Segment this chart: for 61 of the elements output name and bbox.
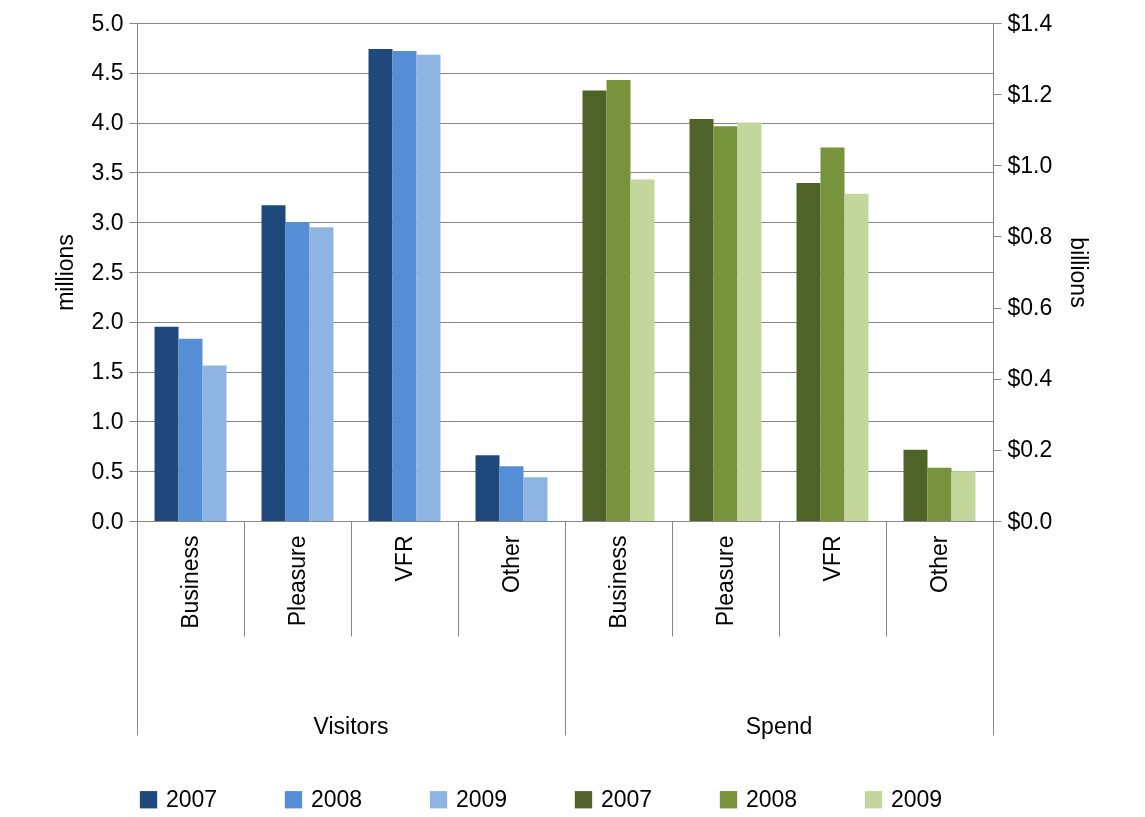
legend-label: 2007: [601, 785, 653, 812]
x-tick-label: Business: [177, 535, 203, 629]
legend-label: 2008: [746, 785, 798, 812]
y-tick-label: 2.5: [91, 258, 124, 285]
text: Spend: [745, 713, 813, 739]
bar: [927, 467, 952, 521]
bar: [820, 147, 845, 521]
text: Visitors: [313, 713, 389, 739]
y2-tick-label: $0.6: [1007, 294, 1053, 321]
x-tick-label: Other: [498, 535, 524, 594]
y2-axis-title: billions: [1066, 237, 1093, 308]
bar: [285, 222, 310, 521]
x-tick-label: Pleasure: [284, 535, 310, 627]
legend-label: 2009: [456, 785, 508, 812]
bar: [689, 119, 714, 521]
y-tick-label: 0.0: [91, 507, 124, 534]
bar: [499, 466, 524, 521]
bar: [606, 79, 631, 521]
bar: [202, 365, 227, 521]
bar: [713, 126, 738, 521]
bar: [178, 338, 203, 521]
bar: [154, 326, 179, 521]
y2-tick-label: $1.0: [1007, 151, 1053, 178]
y-tick-label: 5.0: [91, 9, 124, 36]
bar: [416, 54, 441, 521]
bar: [951, 471, 976, 521]
y-tick-label: 4.0: [91, 109, 124, 136]
bar: [475, 455, 500, 521]
bar: [309, 227, 334, 521]
x-tick-label: Other: [926, 535, 952, 594]
x-tick-label: VFR: [391, 535, 417, 582]
bar: [796, 183, 821, 521]
y2-tick-label: $0.2: [1007, 436, 1053, 463]
bar: [523, 477, 548, 521]
y2-tick-label: $0.4: [1007, 365, 1053, 392]
x-tick-label: Pleasure: [712, 535, 738, 627]
y2-tick-label: $0.0: [1007, 507, 1053, 534]
legend-label: 2007: [166, 785, 218, 812]
bar: [903, 449, 928, 521]
bar: [582, 90, 607, 521]
y-axis-title: millions: [51, 234, 78, 311]
y2-tick-label: $1.2: [1007, 80, 1053, 107]
legend-label: 2009: [891, 785, 943, 812]
y2-tick-label: $0.8: [1007, 222, 1053, 249]
x-tick-label: VFR: [819, 535, 845, 582]
x-tick-label: Business: [605, 535, 631, 629]
y-tick-label: 1.0: [91, 407, 124, 434]
y-tick-label: 0.5: [91, 457, 124, 484]
bar: [737, 122, 762, 521]
y-tick-label: 4.5: [91, 59, 124, 86]
legend-label: 2008: [311, 785, 363, 812]
y-tick-label: 3.5: [91, 158, 124, 185]
bar: [261, 205, 286, 521]
bar: [630, 179, 655, 521]
bar: [368, 48, 393, 521]
bar: [844, 193, 869, 521]
y-tick-label: 2.0: [91, 308, 124, 335]
bar: [392, 50, 417, 521]
y-tick-label: 3.0: [91, 208, 124, 235]
y-tick-label: 1.5: [91, 358, 124, 385]
y2-tick-label: $1.4: [1007, 9, 1053, 36]
